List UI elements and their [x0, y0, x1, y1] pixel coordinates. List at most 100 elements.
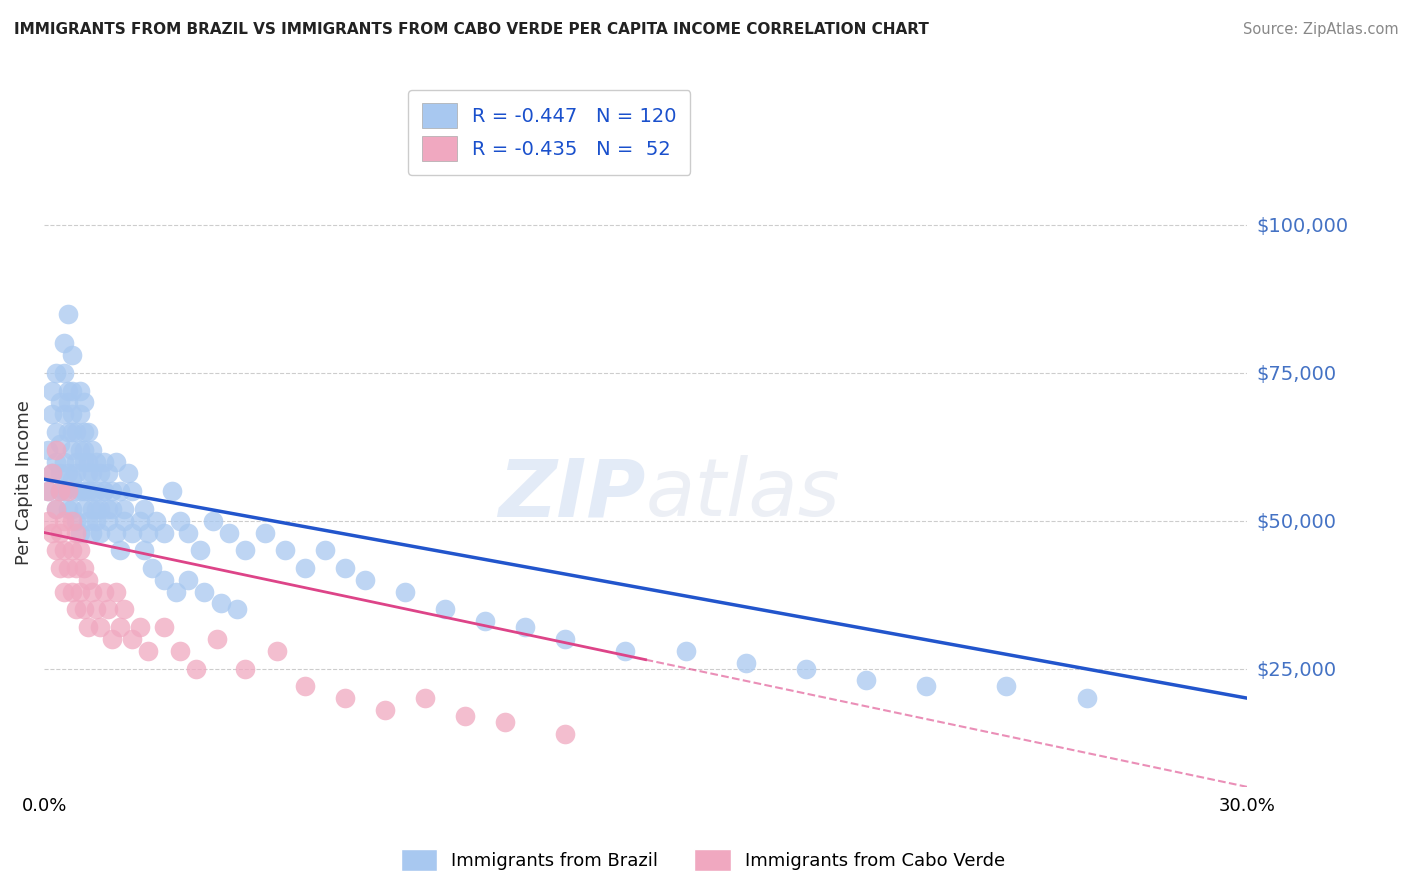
Text: IMMIGRANTS FROM BRAZIL VS IMMIGRANTS FROM CABO VERDE PER CAPITA INCOME CORRELATI: IMMIGRANTS FROM BRAZIL VS IMMIGRANTS FRO… [14, 22, 929, 37]
Point [112, 514, 135, 528]
Point [49, 484, 72, 499]
Point [77, 467, 100, 481]
Point [354, 573, 377, 587]
Point [112, 602, 135, 616]
Point [129, 514, 152, 528]
Point [65, 514, 87, 528]
Point [494, 714, 516, 729]
Point [93, 584, 115, 599]
Point [77, 514, 100, 528]
Point [56, 501, 79, 516]
Point [515, 620, 537, 634]
Point [93, 484, 115, 499]
Point [273, 543, 295, 558]
Point [110, 620, 132, 634]
Point [205, 632, 228, 646]
Point [41, 467, 63, 481]
Point [134, 501, 156, 516]
Point [734, 656, 756, 670]
Point [413, 691, 436, 706]
Point [56, 484, 79, 499]
Point [138, 525, 160, 540]
Point [162, 484, 184, 499]
Point [129, 620, 152, 634]
Point [49, 561, 72, 575]
Point [73, 454, 96, 468]
Point [69, 484, 91, 499]
Point [333, 691, 356, 706]
Point [77, 454, 100, 468]
Point [69, 442, 91, 457]
Point [177, 573, 200, 587]
Y-axis label: Per Capita Income: Per Capita Income [15, 400, 32, 565]
Point [49, 437, 72, 451]
Point [84, 484, 107, 499]
Point [186, 661, 208, 675]
Point [110, 543, 132, 558]
Point [190, 543, 212, 558]
Point [117, 467, 139, 481]
Point [177, 525, 200, 540]
Point [84, 514, 107, 528]
Point [915, 679, 938, 693]
Point [82, 467, 104, 481]
Point [49, 395, 72, 409]
Point [53, 584, 76, 599]
Point [69, 525, 91, 540]
Point [45, 366, 67, 380]
Point [65, 425, 87, 439]
Point [253, 525, 276, 540]
Point [73, 425, 96, 439]
Point [69, 543, 91, 558]
Point [77, 425, 100, 439]
Point [121, 525, 143, 540]
Point [49, 525, 72, 540]
Point [93, 454, 115, 468]
Point [101, 484, 124, 499]
Point [138, 644, 160, 658]
Point [474, 614, 496, 628]
Point [110, 484, 132, 499]
Point [855, 673, 877, 688]
Point [73, 442, 96, 457]
Point [145, 514, 167, 528]
Legend: Immigrants from Brazil, Immigrants from Cabo Verde: Immigrants from Brazil, Immigrants from … [394, 842, 1012, 879]
Point [53, 543, 76, 558]
Point [45, 454, 67, 468]
Point [101, 632, 124, 646]
Point [60, 425, 83, 439]
Point [45, 501, 67, 516]
Point [65, 561, 87, 575]
Point [53, 407, 76, 421]
Point [56, 425, 79, 439]
Point [333, 561, 356, 575]
Point [209, 597, 232, 611]
Point [97, 602, 120, 616]
Point [45, 501, 67, 516]
Point [41, 407, 63, 421]
Point [93, 484, 115, 499]
Text: atlas: atlas [645, 456, 841, 533]
Point [69, 584, 91, 599]
Point [97, 514, 120, 528]
Point [60, 472, 83, 486]
Point [37, 442, 59, 457]
Point [56, 395, 79, 409]
Point [73, 602, 96, 616]
Point [614, 644, 637, 658]
Point [69, 384, 91, 398]
Point [41, 467, 63, 481]
Point [225, 602, 247, 616]
Point [105, 454, 128, 468]
Point [53, 454, 76, 468]
Point [97, 501, 120, 516]
Point [134, 543, 156, 558]
Point [554, 726, 576, 740]
Point [53, 514, 76, 528]
Point [89, 620, 111, 634]
Point [60, 442, 83, 457]
Point [45, 543, 67, 558]
Point [77, 573, 100, 587]
Point [53, 484, 76, 499]
Point [60, 584, 83, 599]
